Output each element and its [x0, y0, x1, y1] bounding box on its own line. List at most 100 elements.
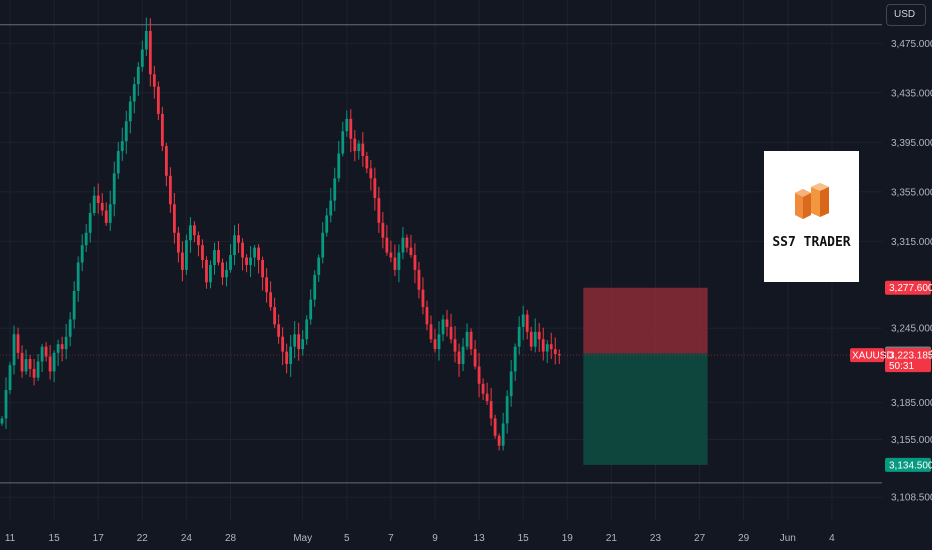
candle-body [76, 262, 80, 291]
candle-body [181, 252, 184, 270]
candle-body [209, 264, 212, 283]
candle-body [241, 242, 244, 258]
candle-body [541, 339, 545, 352]
candle-body [261, 260, 264, 278]
candle-body [273, 307, 277, 325]
candle-body [285, 351, 289, 364]
candle-body [249, 257, 252, 265]
short-position-tool[interactable] [0, 287, 882, 465]
candle-body [269, 292, 273, 308]
candle-body [465, 331, 469, 347]
candle-body [100, 203, 104, 211]
candle-body [297, 334, 301, 350]
candle-body [245, 257, 248, 265]
candle-body [32, 368, 36, 378]
candle-body [4, 390, 8, 419]
candle-body [529, 331, 533, 347]
price-tick-label: 3,108.500 [891, 493, 932, 504]
candle-body [549, 344, 553, 350]
time-tick-label: 29 [738, 533, 750, 544]
candle-body [160, 113, 164, 147]
candle-body [401, 237, 405, 253]
target-price-tag [885, 457, 931, 472]
candle-body [329, 200, 333, 216]
candle-body [397, 252, 401, 270]
candlesticks [0, 17, 561, 451]
stop-price-label: 3,277.600 [889, 283, 932, 294]
time-tick-label: May [293, 533, 312, 544]
candle-body [497, 435, 501, 446]
candle-body [353, 138, 357, 152]
symbol-tag [850, 348, 884, 363]
horizontal-lines [0, 24, 882, 484]
time-tick-label: 19 [562, 533, 574, 544]
candle-body [417, 269, 421, 290]
candle-body [116, 151, 120, 174]
candle-body [52, 352, 56, 372]
candle-body [213, 250, 216, 265]
candle-body [289, 346, 293, 364]
time-tick-label: 11 [5, 533, 16, 544]
time-tick-label: 15 [49, 533, 61, 544]
candle-body [557, 354, 561, 356]
candle-body [237, 235, 240, 243]
candle-body [257, 247, 260, 260]
candle-body [0, 418, 4, 424]
candle-body [409, 247, 413, 256]
candle-body [309, 299, 313, 320]
candle-body [112, 173, 116, 205]
candle-body [461, 346, 465, 364]
candle-body [513, 346, 517, 372]
candle-body [265, 277, 269, 293]
candle-body [469, 331, 473, 350]
candle-body [64, 336, 68, 350]
price-tags: 3,277.6003,224.5003,223.18550:313,134.50… [850, 280, 932, 472]
currency-button[interactable]: USD [886, 4, 926, 26]
candle-body [365, 156, 369, 169]
time-tick-label: 15 [518, 533, 530, 544]
candle-body [48, 356, 52, 372]
candle-body [56, 344, 60, 353]
candle-body [425, 307, 429, 325]
candle-body [168, 175, 172, 205]
candle-body [205, 260, 208, 283]
candle-body [16, 334, 20, 353]
candle-body [481, 383, 485, 394]
candle-body [537, 331, 541, 340]
time-tick-label: 9 [432, 533, 438, 544]
take-profit-zone [583, 353, 708, 465]
candle-body [521, 314, 525, 327]
candle-body [385, 237, 389, 253]
candle-body [128, 101, 132, 122]
stop-loss-zone [583, 287, 708, 354]
last-price-label: 3,223.185 [889, 351, 932, 362]
candle-body [136, 66, 140, 85]
time-axis[interactable]: 11 15 17 22 24 28 May 5 7 9 13 15 19 21 23 27 29 Jun 4 [5, 533, 835, 544]
candle-body [156, 86, 160, 114]
candle-body [545, 344, 549, 352]
price-tick-label: 3,155.000 [891, 435, 932, 446]
ss7-trader-logo: SS7 TRADER [764, 151, 859, 282]
candle-body [369, 168, 373, 179]
price-axis[interactable]: 3,108.500 3,155.000 3,185.000 3,245.000 3,31… [891, 39, 932, 504]
target-price-label: 3,134.500 [889, 460, 932, 471]
candle-body [445, 319, 449, 327]
candle-body [120, 141, 124, 152]
time-tick-label: 5 [344, 533, 350, 544]
candle-body [533, 331, 537, 347]
candle-body [477, 366, 481, 384]
candle-body [373, 178, 377, 199]
candle-body [421, 289, 425, 308]
candle-body [313, 274, 317, 300]
candle-body [148, 30, 152, 75]
candle-body [413, 255, 417, 270]
candle-body [108, 204, 112, 223]
candle-body [525, 314, 529, 332]
candle-body [185, 240, 188, 270]
countdown-label: 50:31 [889, 361, 914, 372]
candle-body [253, 247, 256, 258]
candle-body [321, 232, 325, 258]
last-price-tag [885, 348, 931, 373]
candle-body [104, 210, 108, 223]
